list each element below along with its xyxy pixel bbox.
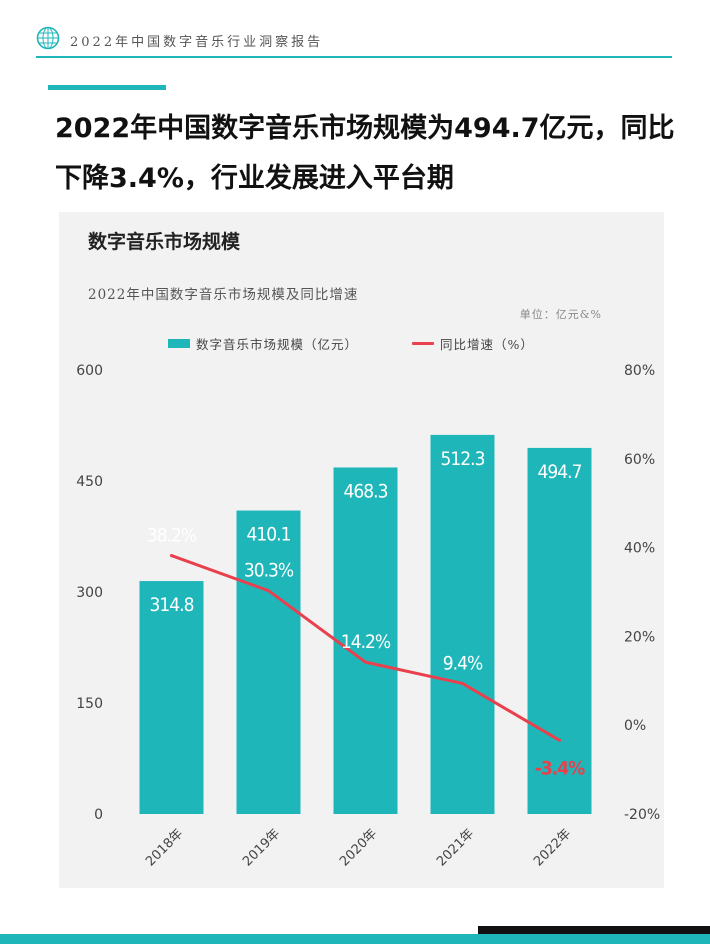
y-left-tick-label: 600: [76, 363, 103, 379]
footer-black-bar: [478, 926, 710, 934]
y-left-tick-label: 300: [76, 585, 103, 601]
legend-label-market-size: 数字音乐市场规模（亿元）: [196, 337, 359, 352]
y-right-tick-label: 20%: [624, 629, 655, 645]
bar: [527, 447, 592, 814]
bar-data-label: 410.1: [247, 524, 291, 546]
legend-swatch-bar: [168, 339, 190, 348]
x-tick-label: 2021年: [434, 826, 477, 869]
x-tick-label: 2018年: [143, 826, 186, 869]
bar-data-label: 468.3: [344, 480, 388, 502]
accent-bar: [48, 85, 166, 90]
y-right-tick-label: 0%: [624, 718, 646, 734]
chart-box-title: 数字音乐市场规模: [88, 231, 241, 253]
footer-teal-bar: [0, 934, 710, 944]
y-left-tick-label: 150: [76, 696, 103, 712]
y-left-tick-label: 450: [76, 474, 103, 490]
bar: [430, 434, 495, 814]
legend-label-growth: 同比增速（%）: [440, 337, 534, 352]
bar-data-label: 314.8: [150, 594, 194, 616]
y-right-tick-label: 60%: [624, 452, 655, 468]
x-tick-label: 2020年: [337, 826, 380, 869]
report-title: 2022年中国数字音乐行业洞察报告: [70, 35, 324, 50]
header-divider: [36, 56, 672, 58]
growth-point: [364, 660, 367, 664]
y-right-tick-label: 40%: [624, 541, 655, 557]
bar: [333, 467, 398, 814]
growth-point: [170, 554, 173, 558]
y-right-tick-label: -20%: [624, 807, 660, 823]
growth-data-label: 38.2%: [147, 525, 197, 547]
unit-note: 单位：亿元&%: [519, 308, 602, 321]
growth-data-label: 14.2%: [341, 631, 391, 653]
growth-point: [267, 589, 270, 593]
bar-data-label: 512.3: [441, 448, 485, 470]
legend-item-growth: 同比增速（%）: [412, 334, 534, 353]
growth-point: [461, 681, 464, 685]
y-left-tick-label: 0: [94, 807, 103, 823]
globe-logo-icon: [36, 26, 60, 50]
legend-item-market-size: 数字音乐市场规模（亿元）: [168, 334, 358, 353]
chart-title: 2022年中国数字音乐市场规模及同比增速: [88, 287, 359, 303]
growth-point: [558, 738, 561, 742]
growth-data-label: -3.4%: [535, 757, 585, 779]
legend-swatch-line: [412, 342, 434, 345]
x-tick-label: 2022年: [531, 826, 574, 869]
bar: [139, 581, 204, 814]
bar-data-label: 494.7: [538, 461, 582, 483]
x-tick-label: 2019年: [240, 826, 283, 869]
growth-data-label: 30.3%: [244, 560, 294, 582]
y-right-tick-label: 80%: [624, 363, 655, 379]
growth-data-label: 9.4%: [443, 652, 483, 674]
page-headline: 2022年中国数字音乐市场规模为494.7亿元，同比下降3.4%，行业发展进入平…: [55, 113, 675, 194]
bar: [236, 510, 301, 814]
